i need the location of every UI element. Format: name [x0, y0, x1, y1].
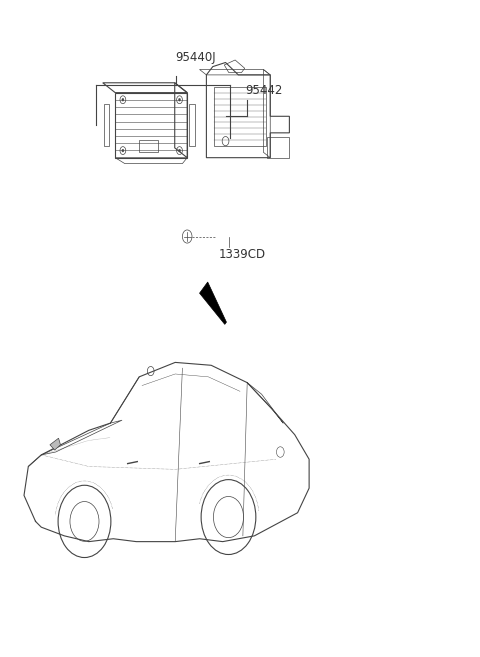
- Text: 95442: 95442: [245, 84, 282, 97]
- Polygon shape: [50, 438, 60, 450]
- Circle shape: [179, 149, 180, 152]
- Circle shape: [179, 99, 180, 101]
- Polygon shape: [200, 282, 227, 325]
- Text: 95440J: 95440J: [175, 51, 216, 64]
- Text: 1339CD: 1339CD: [218, 248, 265, 261]
- Circle shape: [122, 99, 124, 101]
- Circle shape: [122, 149, 124, 152]
